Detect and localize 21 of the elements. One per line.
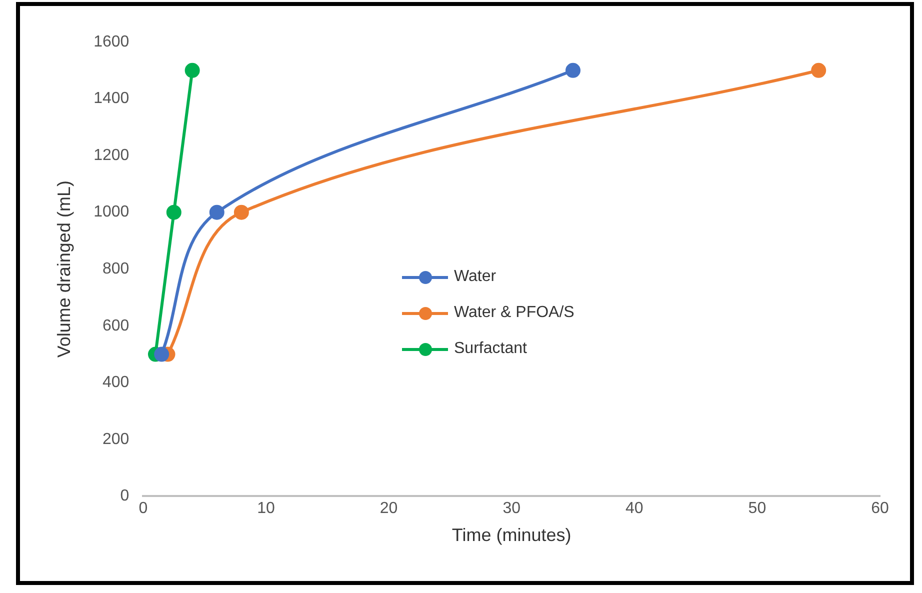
x-tick-label: 60 [871, 500, 889, 518]
legend-label: Surfactant [454, 340, 527, 358]
legend-label: Water & PFOA/S [454, 304, 574, 322]
x-tick-label: 40 [626, 500, 644, 518]
y-tick-label: 1200 [94, 146, 130, 164]
x-tick-label: 30 [502, 500, 521, 518]
y-tick-label: 600 [102, 317, 130, 334]
y-tick-label: 200 [102, 430, 130, 448]
y-tick-label: 1600 [94, 33, 130, 50]
x-tick-label: 20 [380, 500, 398, 518]
y-tick-label: 1000 [94, 204, 130, 221]
x-tick-label: 0 [138, 500, 148, 518]
x-tick-label: 10 [257, 500, 275, 518]
y-tick-label: 1400 [94, 90, 130, 108]
y-tick-label: 400 [102, 374, 130, 392]
x-axis-title: Time (minutes) [452, 525, 572, 546]
legend-label: Water [454, 268, 496, 286]
y-tick-label: 800 [102, 260, 130, 278]
y-axis-title: Volume drainged (mL) [54, 180, 74, 358]
y-tick-label: 0 [120, 488, 130, 505]
x-tick-label: 50 [748, 500, 766, 518]
